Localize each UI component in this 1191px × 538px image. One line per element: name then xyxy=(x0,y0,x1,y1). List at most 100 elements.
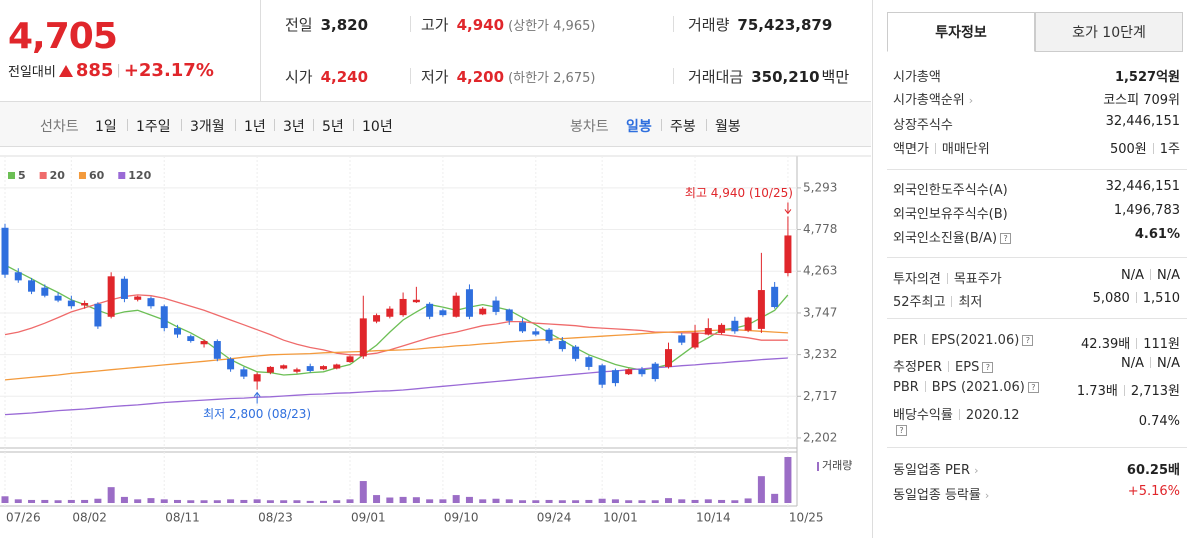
period-button[interactable]: 10년 xyxy=(362,119,393,135)
candle-body xyxy=(213,341,221,359)
candle-body xyxy=(439,310,447,316)
stats: 전일 3,820 고가 4,940 (상한가 4,965) 거래량 75,423,879… xyxy=(261,0,871,102)
y-tick-label: 2,717 xyxy=(803,389,837,403)
line-chart-label: 선차트 xyxy=(40,119,79,135)
legend-swatch xyxy=(8,172,15,179)
separator xyxy=(661,119,662,131)
info-row: 52주최고 최저 5,080 1,510 xyxy=(893,291,1180,310)
candle-body xyxy=(41,287,49,296)
volume-bar xyxy=(28,499,36,503)
row-value: 4.61% xyxy=(1135,227,1180,246)
volume-bar xyxy=(94,498,102,503)
volume-bar xyxy=(187,500,195,503)
volume-bar xyxy=(253,499,261,503)
info-row: 동일업종 등락률 › +5.16% xyxy=(893,484,1180,503)
help-icon[interactable]: ? xyxy=(982,362,994,373)
info-row: PER EPS(2021.06)? 42.39배 111원 xyxy=(893,333,1180,352)
candle-body xyxy=(346,356,354,363)
row-label: 동일업종 PER › xyxy=(893,459,978,478)
current-price: 4,705 xyxy=(8,16,118,57)
volume-bar xyxy=(558,500,566,503)
volume-bar xyxy=(731,500,739,503)
period-button[interactable]: 3년 xyxy=(283,119,305,135)
help-line: ? xyxy=(893,423,1020,438)
value-text: N/A xyxy=(1157,268,1180,283)
period-button[interactable]: 5년 xyxy=(322,119,344,135)
candle-body xyxy=(771,286,779,308)
volume-bar xyxy=(333,500,341,503)
row-value: 32,446,151 xyxy=(1106,114,1180,133)
tab[interactable]: 호가 10단계 xyxy=(1035,12,1183,52)
value-text: 코스피 709위 xyxy=(1103,93,1180,108)
help-icon[interactable]: ? xyxy=(1022,335,1034,346)
candle-body xyxy=(227,358,235,370)
stat-note: (상한가 4,965) xyxy=(508,19,596,34)
stock-chart: 2,202 2,717 3,232 3,747 4,263 4,778 5,293 07/26… xyxy=(0,155,871,525)
separator: | xyxy=(116,63,121,78)
volume-bar xyxy=(134,499,142,503)
chevron: › xyxy=(974,464,979,477)
separator xyxy=(127,119,128,131)
label-text: 목표주가 xyxy=(953,272,1002,287)
volume-bar xyxy=(519,500,527,503)
period-button[interactable]: 1년 xyxy=(244,119,266,135)
period-button[interactable]: 1일 xyxy=(95,119,117,135)
legend-label: 120 xyxy=(128,169,151,182)
candle-period-button[interactable]: 일봉 xyxy=(626,119,652,135)
volume-bar xyxy=(359,481,367,503)
candle-body xyxy=(160,306,168,329)
toolbar: 선차트 1일 1주일 3개월 1년 3년 5년 10년 봉차트 일봉 주봉 월봉 xyxy=(0,102,871,147)
label-text: 외국인보유주식수(B) xyxy=(893,207,1008,222)
up-icon xyxy=(58,64,73,77)
candle-body xyxy=(412,299,420,303)
volume-bar xyxy=(306,500,314,503)
row-label: 시가총액순위 › xyxy=(893,89,973,108)
candle-body xyxy=(651,363,659,380)
row-label: 배당수익률 2020.12? xyxy=(893,404,1020,438)
help-icon[interactable]: ? xyxy=(896,425,907,436)
candle-body xyxy=(147,298,155,307)
volume-bar xyxy=(452,495,460,503)
stat-value: 75,423,879 xyxy=(737,16,833,34)
x-tick-label: 08/02 xyxy=(72,511,107,525)
period-button[interactable]: 3개월 xyxy=(190,119,225,135)
separator xyxy=(1136,338,1138,349)
row-value: 5,080 1,510 xyxy=(1093,291,1180,310)
candle-body xyxy=(532,331,540,335)
volume-bar xyxy=(41,499,49,503)
info-row: 배당수익률 2020.12? 0.74% xyxy=(893,404,1180,438)
candle-period-button[interactable]: 주봉 xyxy=(670,119,696,135)
candle-body xyxy=(665,349,672,367)
separator xyxy=(924,334,926,345)
row-label: 외국인보유주식수(B) xyxy=(893,203,1008,222)
help-icon[interactable]: ? xyxy=(1000,233,1012,244)
candle-body xyxy=(678,335,686,343)
period-button[interactable]: 1주일 xyxy=(136,119,171,135)
separator xyxy=(181,119,182,131)
separator xyxy=(410,68,411,84)
label-text: 액면가 xyxy=(893,142,929,157)
x-tick-label: 09/01 xyxy=(351,511,386,525)
label-text: 시가총액 xyxy=(893,70,941,85)
volume-bar xyxy=(625,500,633,503)
candle-period-button[interactable]: 월봉 xyxy=(715,119,741,135)
value-text: 1,510 xyxy=(1142,291,1180,306)
y-tick-label: 4,263 xyxy=(803,264,837,278)
value-text: 1,496,783 xyxy=(1113,203,1180,218)
row-value: N/A N/A xyxy=(1121,268,1180,287)
volume-bar xyxy=(81,499,89,503)
volume-bar xyxy=(213,500,221,503)
help-icon[interactable]: ? xyxy=(1027,382,1039,393)
stat: 거래대금 350,210 백만 xyxy=(688,66,849,87)
x-tick-label: 08/23 xyxy=(258,511,293,525)
volume-bar xyxy=(266,500,274,503)
legend-label: 20 xyxy=(50,169,66,182)
volume-bar xyxy=(373,495,381,503)
change-label: 전일대비 xyxy=(8,65,56,80)
candle-body xyxy=(134,296,142,300)
tab[interactable]: 투자정보 xyxy=(887,12,1035,52)
y-tick-label: 3,232 xyxy=(803,347,837,361)
volume-bar xyxy=(545,499,553,503)
separator xyxy=(946,273,948,284)
legend-swatch xyxy=(118,172,126,179)
